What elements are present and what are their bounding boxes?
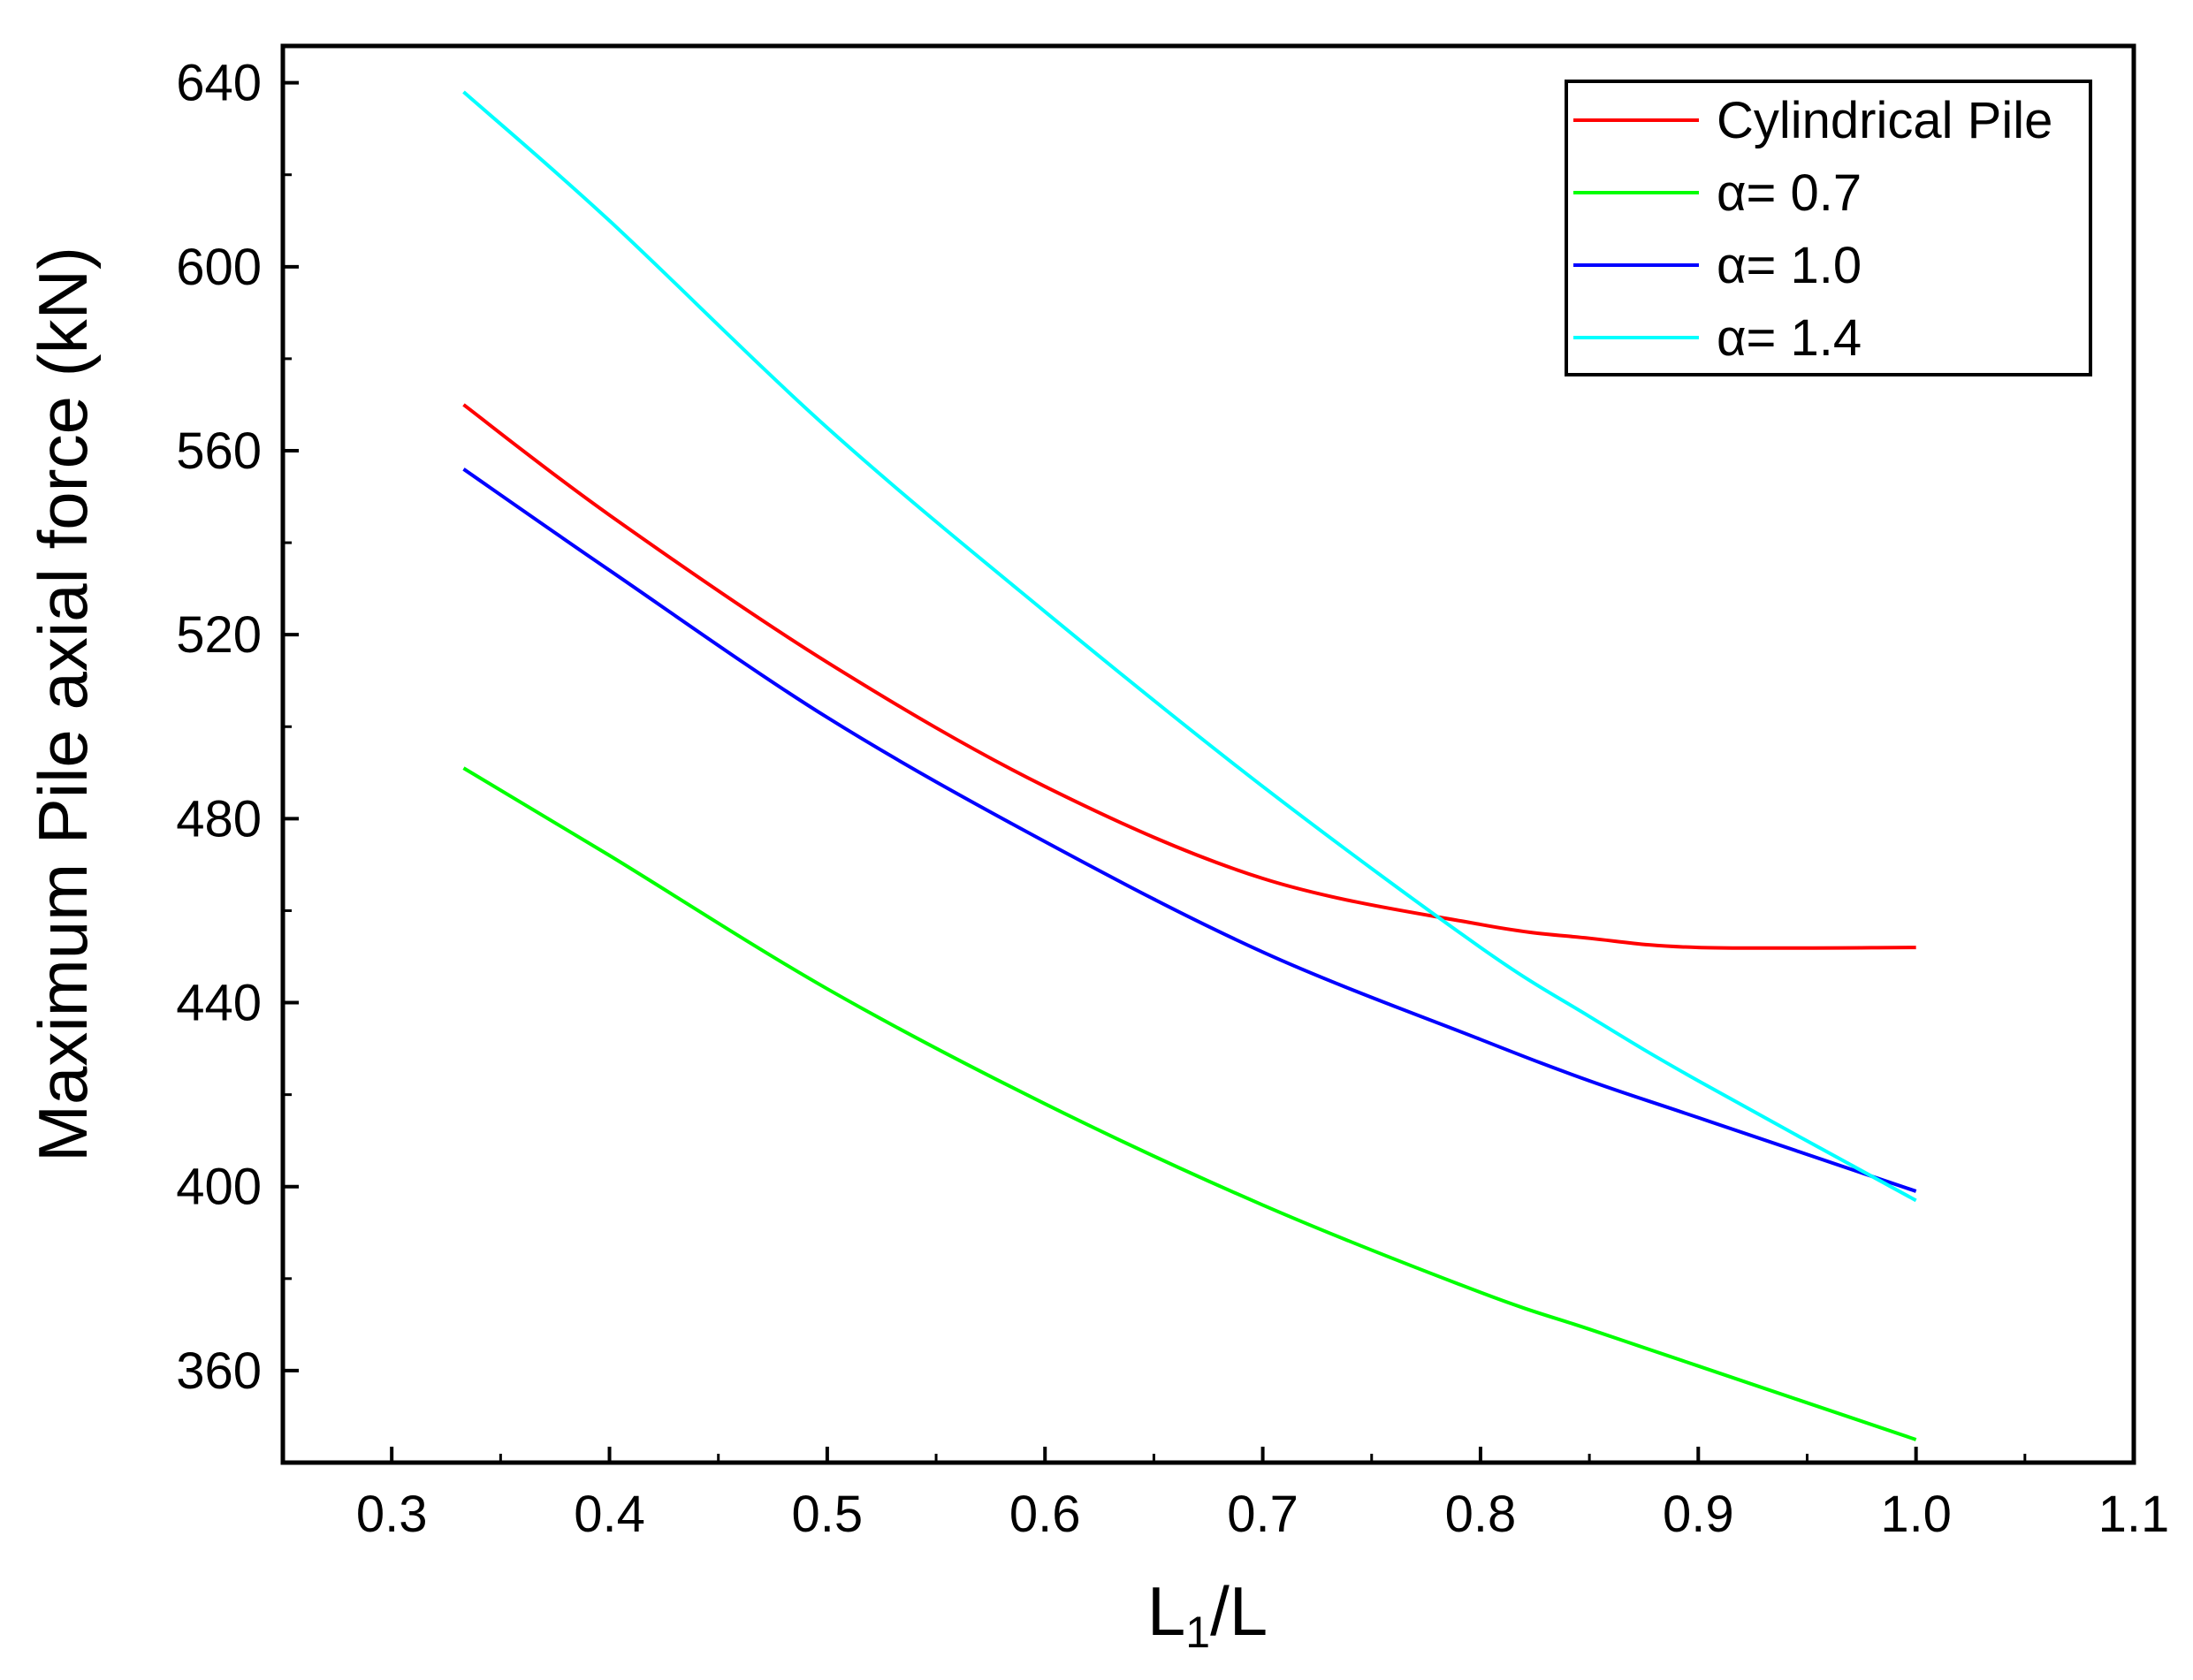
x-tick-label: 1.1 <box>2098 1486 2170 1543</box>
x-axis-title-main: L <box>1147 1572 1185 1650</box>
y-tick-label: 440 <box>176 975 262 1032</box>
legend: Cylindrical Pile α= 0.7 α= 1.0 α= 1.4 <box>1565 80 2092 376</box>
y-axis: 360 400 440 480 520 560 600 640 <box>176 55 299 1400</box>
plot-frame <box>280 43 2136 1465</box>
legend-box <box>1565 80 2092 376</box>
y-tick-label: 400 <box>176 1159 262 1216</box>
series-line-3 <box>462 90 1917 1203</box>
series-line-0 <box>462 403 1916 950</box>
legend-label-1: α= 0.7 <box>1717 164 1862 222</box>
x-tick-label: 0.6 <box>1009 1486 1081 1543</box>
legend-label-2: α= 1.0 <box>1717 237 1862 294</box>
y-tick-label: 600 <box>176 239 262 296</box>
y-tick-label: 480 <box>176 790 262 848</box>
x-tick-label: 0.3 <box>356 1486 428 1543</box>
x-tick-label: 0.7 <box>1227 1486 1298 1543</box>
y-axis-title: Maximum Pile axial force (kN) <box>24 247 102 1162</box>
x-tick-label: 1.0 <box>1880 1486 1952 1543</box>
x-tick-label: 0.8 <box>1445 1486 1517 1543</box>
legend-label-0: Cylindrical Pile <box>1717 92 2052 149</box>
series-line-2 <box>462 468 1917 1193</box>
legend-label-3: α= 1.4 <box>1717 309 1862 367</box>
x-tick-label: 0.5 <box>792 1486 864 1543</box>
x-tick-label: 0.4 <box>574 1486 645 1543</box>
y-tick-label: 520 <box>176 606 262 664</box>
plot-series <box>462 90 1917 1441</box>
x-axis-title-rest: /L <box>1210 1572 1268 1650</box>
y-tick-label: 360 <box>176 1342 262 1400</box>
x-tick-label: 0.9 <box>1663 1486 1734 1543</box>
series-line-1 <box>462 766 1917 1441</box>
x-axis: 0.3 0.4 0.5 0.6 0.7 0.8 0.9 1.0 1.1 <box>356 1447 2169 1543</box>
x-axis-title-subscript: 1 <box>1185 1608 1210 1657</box>
y-tick-label: 560 <box>176 422 262 480</box>
x-axis-title: L1/L <box>1147 1572 1268 1657</box>
y-tick-label: 640 <box>176 55 262 112</box>
